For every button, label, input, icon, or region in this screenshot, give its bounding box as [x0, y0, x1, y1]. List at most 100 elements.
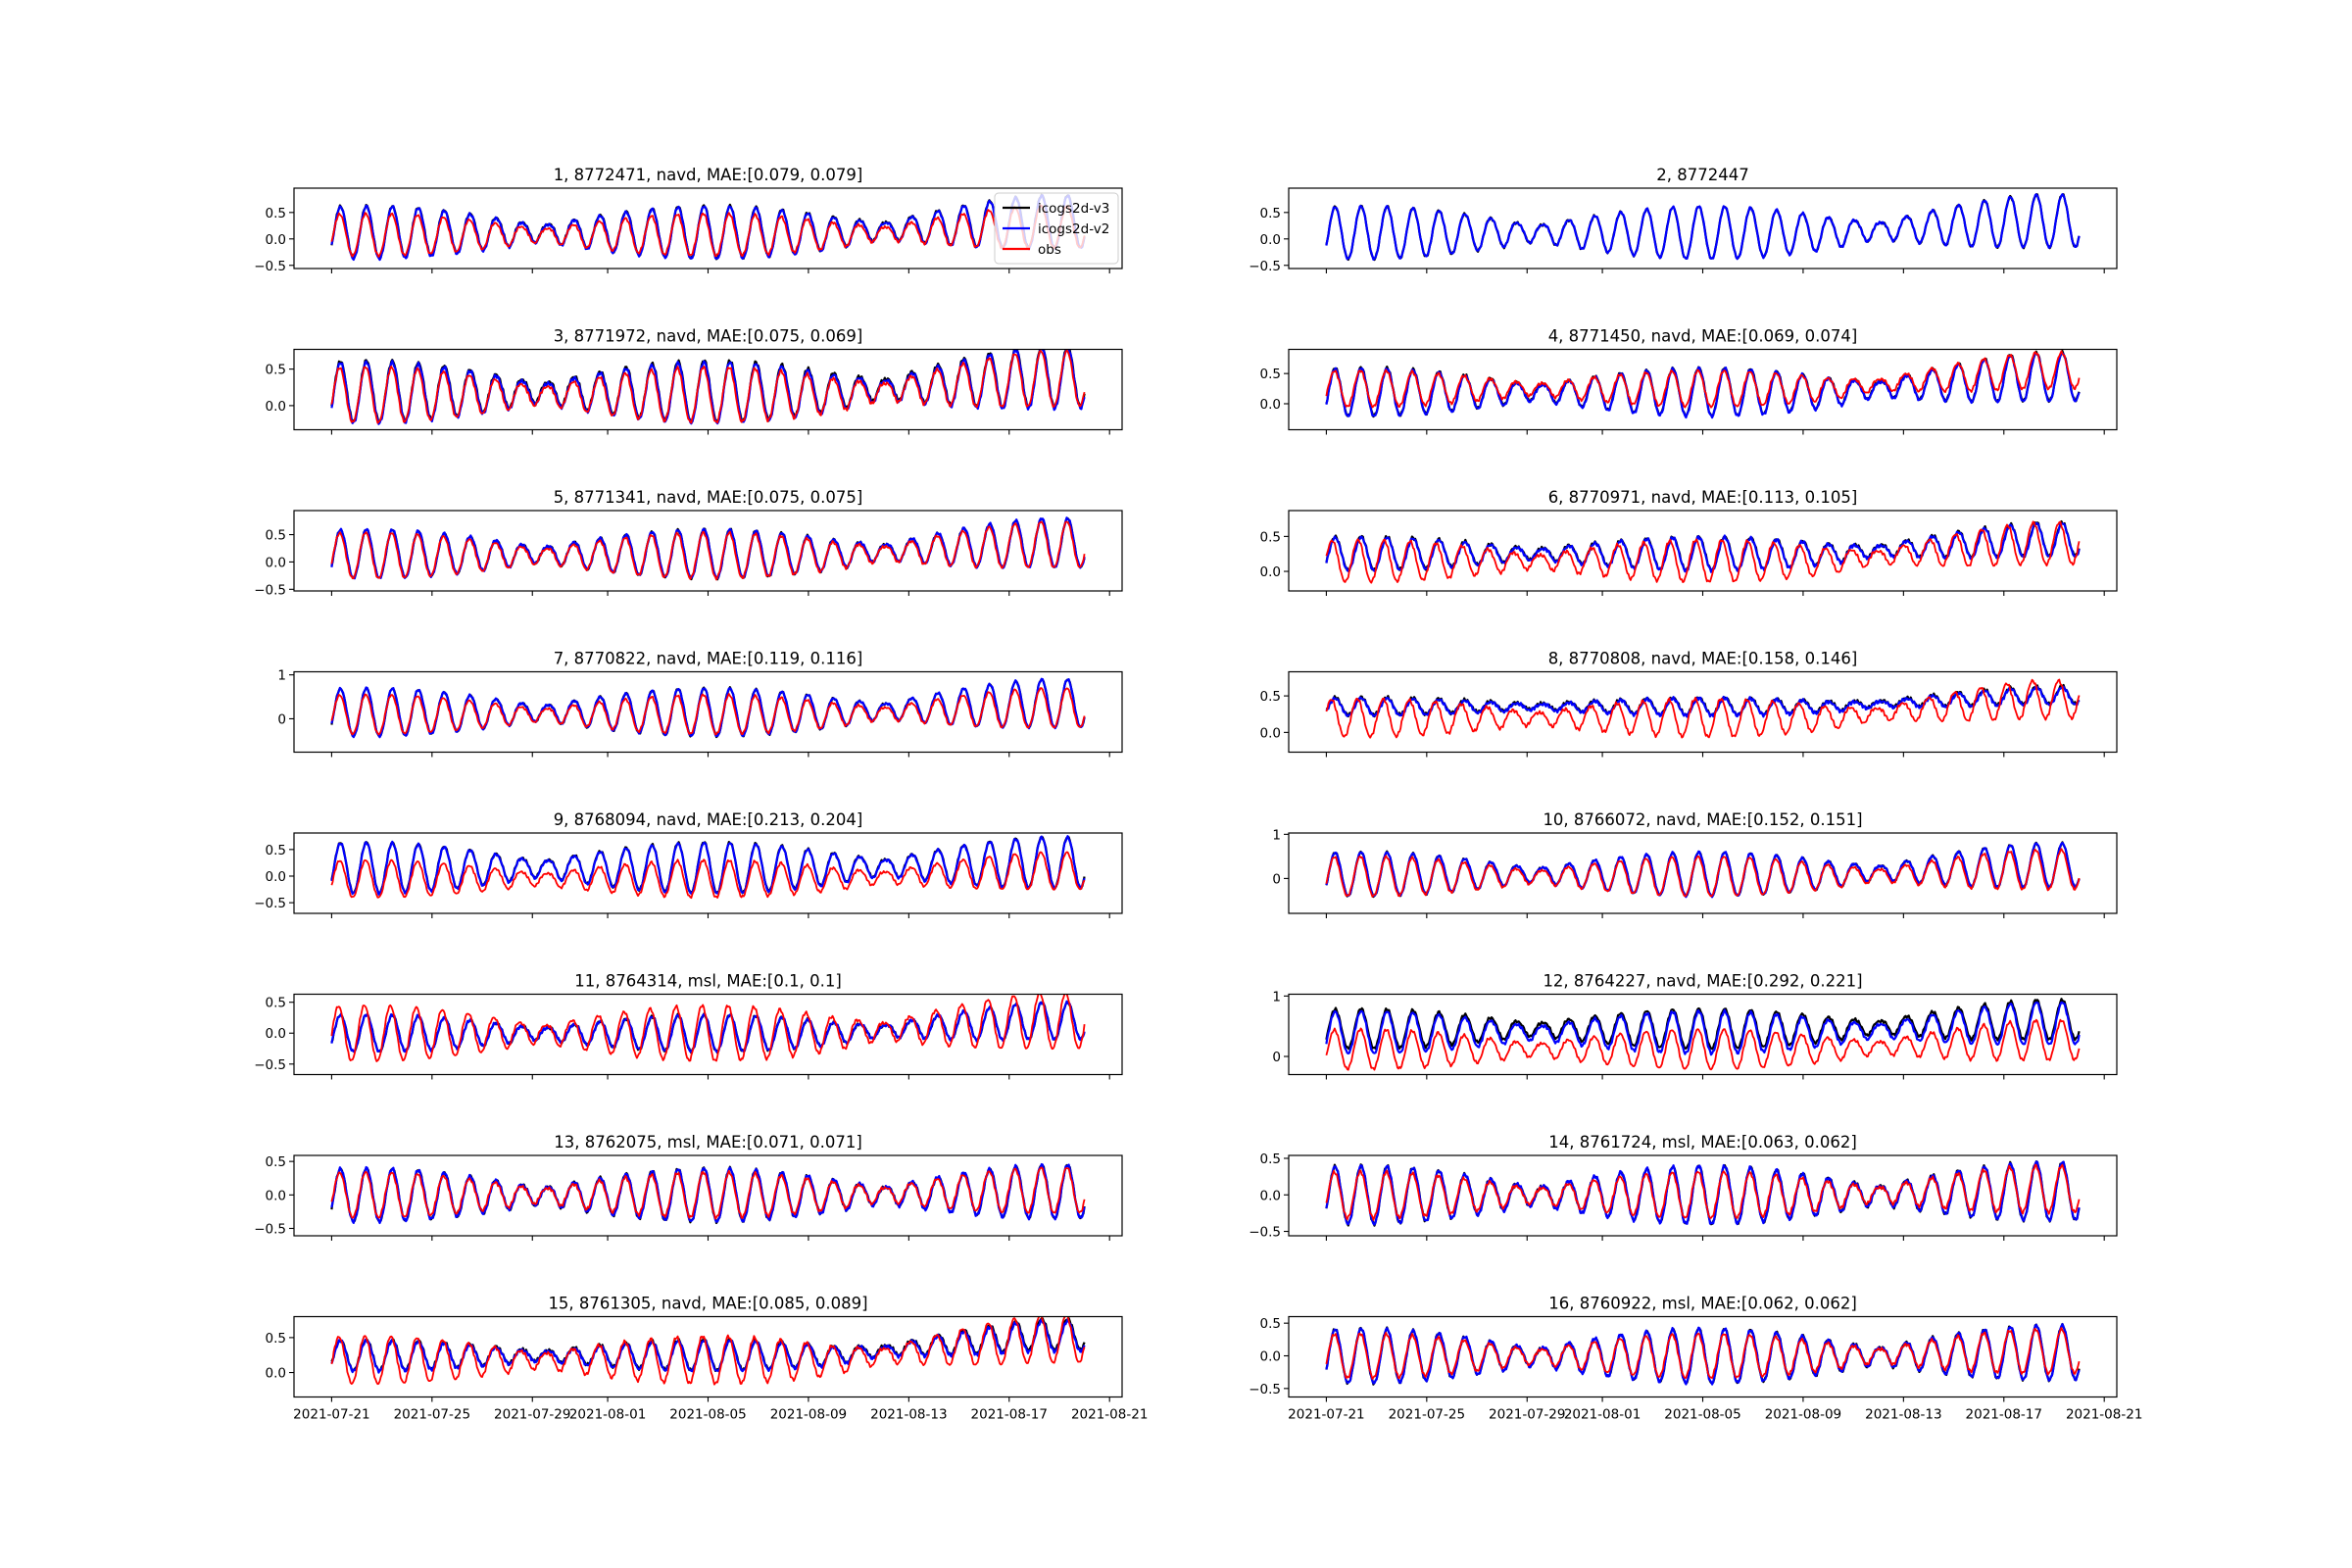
- x-tick-label: 2021-07-29: [494, 1407, 570, 1423]
- series-line-icogs2d-v2: [330, 1162, 1086, 1225]
- x-tick-label: 2021-08-21: [2066, 1407, 2142, 1423]
- subplot-title: 7, 8770822, navd, MAE:[0.119, 0.116]: [554, 650, 863, 668]
- series-line-obs: [1325, 520, 2081, 584]
- subplot-title: 5, 8771341, navd, MAE:[0.075, 0.075]: [554, 488, 863, 507]
- y-tick-label: −0.5: [254, 896, 286, 911]
- subplot-13: 13, 8762075, msl, MAE:[0.071, 0.071] −0.5…: [254, 1133, 1123, 1241]
- x-tick-label: 2021-08-09: [770, 1407, 847, 1423]
- subplot-title: 11, 8764314, msl, MAE:[0.1, 0.1]: [574, 972, 842, 991]
- y-tick-label: −0.5: [1249, 259, 1281, 274]
- subplot-10: 10, 8766072, navd, MAE:[0.152, 0.151] 0 1: [1272, 810, 2118, 918]
- x-tick-label: 2021-08-13: [1865, 1407, 1941, 1423]
- y-tick-label: −0.5: [1249, 1382, 1281, 1397]
- subplot-title: 2, 8772447: [1656, 166, 1748, 184]
- y-tick-label: 0.0: [1260, 564, 1281, 580]
- subplot-title: 3, 8771972, navd, MAE:[0.075, 0.069]: [554, 327, 863, 346]
- x-tick-label: 2021-07-29: [1489, 1407, 1565, 1423]
- series-line-icogs2d-v2: [330, 1000, 1086, 1054]
- subplot-title: 15, 8761305, navd, MAE:[0.085, 0.089]: [548, 1295, 867, 1313]
- series-line-icogs2d-v2: [1325, 685, 2081, 718]
- subplot-9: 9, 8768094, navd, MAE:[0.213, 0.204] −0.5…: [254, 810, 1123, 918]
- subplot-title: 8, 8770808, navd, MAE:[0.158, 0.146]: [1548, 650, 1858, 668]
- subplot-7: 7, 8770822, navd, MAE:[0.119, 0.116] 0 1: [277, 650, 1123, 758]
- y-tick-label: 0.0: [1260, 725, 1281, 741]
- x-tick-label: 2021-08-01: [569, 1407, 646, 1423]
- y-tick-label: −0.5: [254, 259, 286, 274]
- y-tick-label: 0.0: [266, 399, 286, 415]
- y-tick-label: 0.0: [266, 869, 286, 885]
- y-tick-label: 0.5: [266, 528, 286, 544]
- y-tick-label: 0.0: [1260, 1188, 1281, 1203]
- y-tick-label: −0.5: [254, 1221, 286, 1237]
- legend-entry: icogs2d-v2: [1038, 221, 1109, 237]
- series-line-icogs2d-v2: [1325, 1001, 2081, 1056]
- subplot-16: 16, 8760922, msl, MAE:[0.062, 0.062] −0.5…: [1249, 1295, 2142, 1423]
- subplot-title: 10, 8766072, navd, MAE:[0.152, 0.151]: [1543, 810, 1862, 829]
- series-line-obs: [1325, 1018, 2081, 1071]
- subplot-title: 16, 8760922, msl, MAE:[0.062, 0.062]: [1548, 1295, 1857, 1313]
- legend-entry: obs: [1038, 242, 1061, 258]
- series-line-obs: [330, 204, 1086, 258]
- subplot-1: 1, 8772471, navd, MAE:[0.079, 0.079] −0.5…: [254, 166, 1123, 274]
- y-tick-label: 0.0: [266, 1026, 286, 1042]
- x-tick-label: 2021-08-17: [1966, 1407, 2042, 1423]
- series-line-obs: [330, 994, 1086, 1062]
- series-line-icogs2d-v2: [1325, 521, 2081, 573]
- series-line-icogs2d-v2: [330, 677, 1086, 739]
- series-line-obs: [330, 687, 1086, 736]
- subplot-title: 1, 8772471, navd, MAE:[0.079, 0.079]: [554, 166, 863, 184]
- x-tick-label: 2021-07-21: [293, 1407, 369, 1423]
- x-tick-label: 2021-08-21: [1071, 1407, 1148, 1423]
- x-tick-label: 2021-07-21: [1288, 1407, 1364, 1423]
- y-tick-label: 0.5: [266, 363, 286, 378]
- subplot-3: 3, 8771972, navd, MAE:[0.075, 0.069] 0.0 0…: [266, 327, 1123, 435]
- series-line-obs: [1325, 678, 2081, 739]
- subplot-title: 4, 8771450, navd, MAE:[0.069, 0.074]: [1548, 327, 1858, 346]
- series-line-obs: [1325, 848, 2081, 898]
- y-tick-label: 0.0: [266, 555, 286, 570]
- y-tick-label: 0.5: [266, 843, 286, 858]
- x-tick-label: 2021-08-01: [1564, 1407, 1641, 1423]
- y-tick-label: 0: [1272, 871, 1281, 887]
- y-tick-label: 1: [1272, 827, 1281, 843]
- y-tick-label: 0.0: [266, 232, 286, 248]
- legend-entry: icogs2d-v3: [1038, 201, 1109, 217]
- y-tick-label: 0.0: [1260, 232, 1281, 248]
- y-tick-label: 0.5: [266, 996, 286, 1011]
- x-tick-label: 2021-07-25: [394, 1407, 470, 1423]
- x-tick-label: 2021-08-05: [1664, 1407, 1740, 1423]
- subplot-title: 12, 8764227, navd, MAE:[0.292, 0.221]: [1543, 972, 1862, 991]
- series-line-obs: [1325, 350, 2081, 409]
- y-tick-label: 0.5: [1260, 206, 1281, 221]
- subplot-14: 14, 8761724, msl, MAE:[0.063, 0.062] −0.5…: [1249, 1133, 2118, 1241]
- y-tick-label: −0.5: [1249, 1225, 1281, 1241]
- subplot-5: 5, 8771341, navd, MAE:[0.075, 0.075] −0.5…: [254, 488, 1123, 598]
- y-tick-label: 0.5: [266, 206, 286, 221]
- subplot-4: 4, 8771450, navd, MAE:[0.069, 0.074] 0.0 0…: [1260, 327, 2118, 435]
- series-line-icogs2d-v2: [330, 194, 1086, 262]
- x-tick-label: 2021-07-25: [1389, 1407, 1465, 1423]
- y-tick-label: 0: [277, 711, 286, 727]
- series-line-icogs2d-v3: [330, 835, 1086, 895]
- axes-frame: [1288, 670, 2118, 754]
- y-tick-label: 0.0: [1260, 1349, 1281, 1365]
- y-tick-label: 0.0: [266, 1366, 286, 1382]
- subplot-2: 2, 8772447 −0.5 0.0 0.5: [1249, 166, 2118, 274]
- subplot-8: 8, 8770808, navd, MAE:[0.158, 0.146] 0.0 0…: [1260, 650, 2118, 758]
- series-line-obs: [330, 851, 1086, 900]
- subplot-12: 12, 8764227, navd, MAE:[0.292, 0.221] 0 1: [1272, 972, 2118, 1080]
- series-line-icogs2d-v2: [330, 835, 1086, 896]
- subplot-title: 6, 8770971, navd, MAE:[0.113, 0.105]: [1548, 488, 1858, 507]
- y-tick-label: 0.5: [1260, 1152, 1281, 1167]
- subplot-11: 11, 8764314, msl, MAE:[0.1, 0.1] −0.5 0.0 0…: [254, 972, 1123, 1080]
- series-line-obs: [330, 520, 1086, 581]
- series-line-icogs2d-v2: [330, 1318, 1086, 1374]
- series-line-icogs2d-v2: [1325, 193, 2081, 261]
- series-line-obs: [1325, 1327, 2081, 1381]
- y-tick-label: 0.5: [1260, 1316, 1281, 1332]
- x-tick-label: 2021-08-17: [971, 1407, 1048, 1423]
- x-tick-label: 2021-08-09: [1765, 1407, 1841, 1423]
- y-tick-label: 1: [1272, 989, 1281, 1004]
- y-tick-label: 0.5: [266, 1331, 286, 1347]
